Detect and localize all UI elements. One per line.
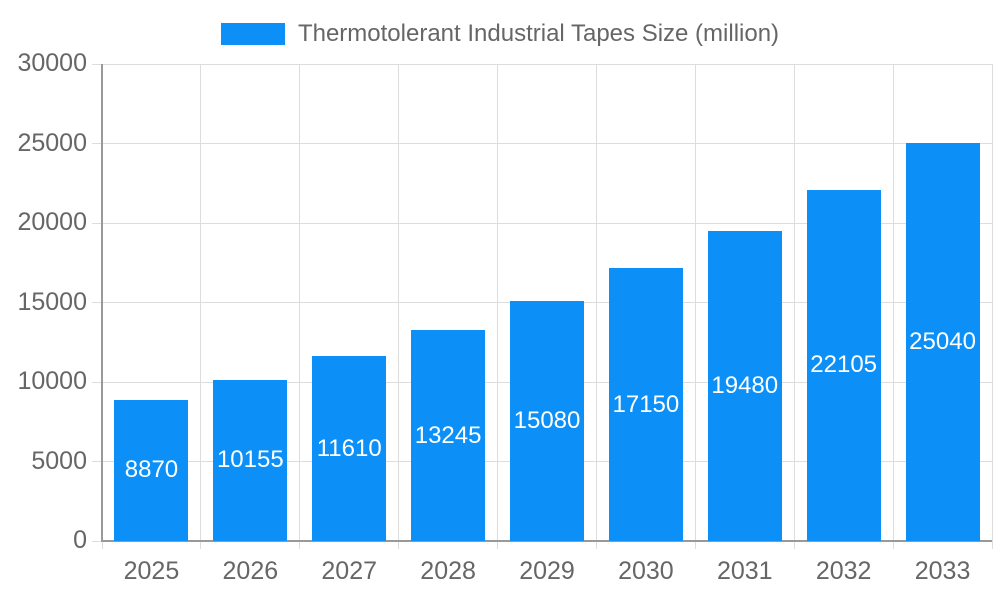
x-axis-tick-label: 2026 — [222, 557, 279, 585]
y-axis-tick-label: 30000 — [17, 48, 87, 77]
bar-value-label: 13245 — [414, 421, 482, 449]
x-axis-tick-label: 2030 — [618, 557, 674, 585]
x-axis-tick-label: 2027 — [321, 557, 378, 585]
gridline-vertical — [497, 64, 499, 549]
bar-value-label: 19480 — [711, 372, 779, 400]
y-axis-tick-label: 5000 — [31, 446, 87, 475]
bar[interactable] — [806, 189, 881, 541]
bar-value-label: 15080 — [513, 407, 581, 435]
gridline-vertical — [694, 64, 696, 549]
y-axis-tick-label: 0 — [73, 525, 87, 554]
bar-value-label: 22105 — [810, 351, 878, 379]
x-axis-tick-label: 2025 — [123, 557, 180, 585]
y-axis-tick — [92, 540, 102, 542]
y-axis-tick-label: 15000 — [17, 287, 87, 316]
gridline-vertical — [892, 64, 894, 549]
bar[interactable] — [312, 356, 387, 541]
x-axis-tick-label: 2032 — [815, 557, 872, 585]
legend-swatch-icon — [220, 23, 285, 45]
bar[interactable] — [213, 379, 288, 541]
gridline-horizontal — [92, 63, 992, 65]
gridline-horizontal — [92, 222, 992, 224]
gridline-vertical — [299, 64, 301, 549]
bar[interactable] — [114, 399, 189, 541]
y-axis-tick-label: 25000 — [17, 128, 87, 157]
legend-label: Thermotolerant Industrial Tapes Size (mi… — [297, 20, 780, 47]
bar[interactable] — [608, 268, 683, 541]
bar-value-label: 10155 — [216, 446, 284, 474]
bar-value-label: 11610 — [316, 434, 382, 462]
x-axis-tick — [101, 541, 103, 549]
chart-legend[interactable]: Thermotolerant Industrial Tapes Size (mi… — [0, 20, 1000, 48]
x-axis-tick-label: 2031 — [716, 557, 773, 585]
gridline-vertical — [595, 64, 597, 549]
bar[interactable] — [510, 301, 584, 541]
bar-value-label: 8870 — [124, 456, 179, 484]
y-axis-tick-label: 10000 — [17, 366, 87, 395]
y-axis-line — [101, 64, 103, 541]
bar[interactable] — [411, 330, 486, 541]
bar[interactable] — [707, 231, 782, 541]
x-axis-tick-label: 2028 — [420, 557, 476, 585]
gridline-horizontal — [92, 143, 992, 144]
bar[interactable] — [905, 142, 980, 541]
gridline-vertical — [991, 64, 993, 549]
gridline-vertical — [793, 64, 795, 549]
x-axis-line — [101, 540, 992, 542]
bar-value-label: 25040 — [909, 327, 976, 355]
gridline-vertical — [398, 64, 400, 549]
x-axis-tick-label: 2029 — [519, 557, 575, 585]
bar-value-label: 17150 — [612, 390, 680, 418]
x-axis-tick-label: 2033 — [914, 557, 971, 585]
gridline-vertical — [200, 64, 202, 549]
y-axis-tick-label: 20000 — [17, 207, 87, 236]
